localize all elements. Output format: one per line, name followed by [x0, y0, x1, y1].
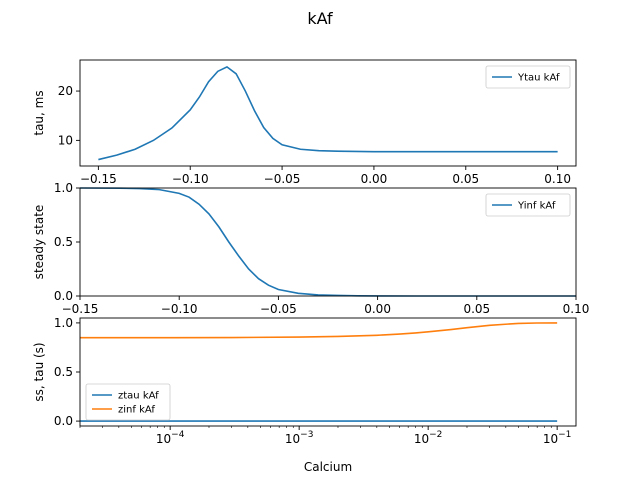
legend-box [485, 193, 571, 217]
x-tick-label: 10−2 [414, 430, 443, 446]
legend-box [85, 383, 171, 421]
y-tick-label: 1.0 [54, 181, 73, 195]
x-axis-label: Calcium [304, 460, 352, 474]
x-tick-label: 0.00 [364, 302, 391, 316]
legend-label: Ytau kAf [517, 73, 560, 84]
x-tick-label: 0.10 [563, 302, 590, 316]
x-tick-label: 10−1 [543, 430, 572, 446]
y-tick-label: 0.0 [54, 414, 73, 428]
y-tick-label: 0.0 [54, 289, 73, 303]
x-tick-label: 0.00 [361, 172, 388, 186]
series-line-zinf-kaf [80, 322, 558, 339]
x-tick-label: 10−4 [156, 430, 185, 446]
y-tick-label: 0.5 [54, 235, 73, 249]
x-tick-label: 10−3 [285, 430, 314, 446]
x-tick-label: 0.10 [544, 172, 571, 186]
panel-tau-voltage: −0.15 −0.10 −0.05 0.00 0.05 0.10 10 20 tau, ms Yt… [32, 59, 577, 186]
series-line-ytau-kaf [98, 65, 558, 161]
x-tick-label: 0.05 [452, 172, 479, 186]
y-axis-label: steady state [32, 205, 46, 280]
figure-title: kAf [307, 9, 333, 28]
y-tick-label: 1.0 [54, 316, 73, 330]
x-tick-label: −0.15 [80, 172, 117, 186]
panel-calcium: 10−4 10−3 10−2 10−1 0.0 0.5 1.0 ss, tau (s) Calc… [32, 316, 577, 474]
axes-frame [79, 59, 577, 167]
x-tick-label: −0.10 [172, 172, 209, 186]
x-tick-label: −0.15 [62, 302, 99, 316]
x-tick-label: −0.05 [264, 172, 301, 186]
y-axis-label: ss, tau (s) [32, 342, 46, 401]
legend: Yinf kAf [485, 193, 571, 217]
y-tick-label: 10 [58, 133, 73, 147]
y-tick-label: 0.5 [54, 365, 73, 379]
x-tick-label: −0.10 [161, 302, 198, 316]
legend-label: zinf kAf [118, 405, 155, 416]
panel-steady-state-voltage: −0.15 −0.10 −0.05 0.00 0.05 0.10 0.0 0.5 1.0 stea… [32, 181, 589, 316]
y-axis-label: tau, ms [32, 90, 46, 135]
x-tick-label: 0.05 [463, 302, 490, 316]
legend-label: Yinf kAf [517, 201, 556, 212]
legend-box [485, 65, 571, 89]
legend: Ytau kAf [485, 65, 571, 89]
legend: ztau kAf zinf kAf [85, 383, 171, 421]
legend-label: ztau kAf [118, 391, 159, 402]
x-tick-label: −0.05 [260, 302, 297, 316]
y-tick-label: 20 [58, 84, 73, 98]
